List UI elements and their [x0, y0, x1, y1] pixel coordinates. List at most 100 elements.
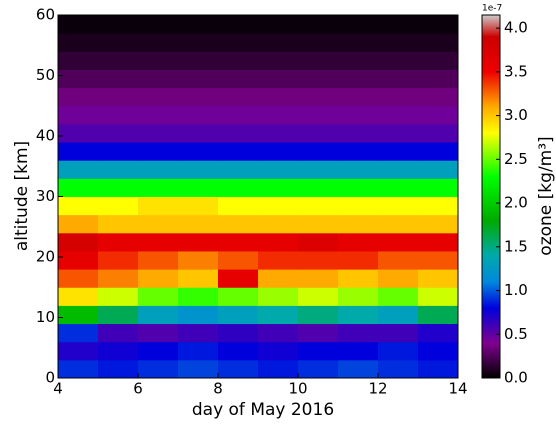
heat-cell	[138, 305, 179, 325]
heat-cell	[138, 196, 179, 216]
heat-cell	[338, 33, 379, 52]
heat-cell	[138, 105, 179, 125]
heat-cell	[138, 250, 179, 270]
heat-cell	[58, 287, 99, 306]
heat-cell	[258, 196, 299, 216]
heat-cell	[178, 323, 219, 343]
heat-cell	[378, 87, 419, 107]
heat-cell	[338, 123, 379, 143]
y-tick-label: 50	[36, 66, 55, 84]
heat-cell	[378, 196, 419, 216]
heat-cell	[58, 178, 99, 197]
heat-cell	[218, 196, 259, 216]
heat-cell	[218, 160, 259, 179]
colorbar-tick-label: 1.5	[504, 237, 528, 255]
heat-cell	[178, 178, 219, 197]
heat-cell	[218, 305, 259, 325]
heat-cell	[138, 142, 179, 161]
heat-cell	[298, 105, 339, 125]
heat-cell	[378, 323, 419, 343]
heat-cell	[98, 160, 139, 179]
heat-cell	[418, 287, 459, 306]
heat-cell	[98, 51, 139, 70]
heat-cell	[218, 33, 259, 52]
heat-cell	[178, 33, 219, 52]
y-tick-label: 10	[36, 308, 55, 326]
heat-cell	[98, 15, 139, 34]
heat-cell	[58, 142, 99, 161]
heat-cell	[58, 250, 99, 270]
heat-cell	[338, 196, 379, 216]
heat-cell	[218, 178, 259, 197]
heat-cell	[98, 142, 139, 161]
heat-cell	[298, 87, 339, 107]
heat-cell	[338, 359, 379, 379]
heat-cell	[58, 232, 99, 252]
heat-cell	[98, 269, 139, 288]
heat-cell	[258, 305, 299, 325]
heat-cell	[298, 15, 339, 34]
x-axis-label: day of May 2016	[192, 400, 334, 420]
heat-cell	[418, 87, 459, 107]
y-tick-label: 0	[45, 369, 55, 387]
heat-cell	[338, 87, 379, 107]
heat-cell	[58, 323, 99, 343]
heat-cell	[338, 305, 379, 325]
heat-cell	[378, 51, 419, 70]
heat-cell	[58, 51, 99, 70]
heat-cell	[298, 160, 339, 179]
heat-cell	[338, 323, 379, 343]
heat-cell	[338, 214, 379, 234]
heat-cell	[418, 359, 459, 379]
heat-cell	[138, 33, 179, 52]
heat-cell	[338, 269, 379, 288]
heat-cell	[418, 196, 459, 216]
heat-cell	[178, 160, 219, 179]
heat-cell	[138, 359, 179, 379]
heat-cell	[98, 87, 139, 107]
heat-cell	[218, 359, 259, 379]
heat-cell	[378, 269, 419, 288]
heat-cell	[138, 69, 179, 89]
heat-cell	[258, 178, 299, 197]
x-tick-label: 8	[213, 380, 223, 398]
heat-cell	[218, 87, 259, 107]
heat-cell	[298, 69, 339, 89]
heat-cell	[178, 105, 219, 125]
heat-cell	[258, 287, 299, 306]
x-tick-label: 4	[53, 380, 63, 398]
heat-cell	[138, 87, 179, 107]
heat-cell	[338, 51, 379, 70]
colorbar-tick-label: 0.0	[504, 369, 528, 387]
heat-cell	[418, 142, 459, 161]
heat-cell	[418, 69, 459, 89]
heat-cell	[298, 214, 339, 234]
colorbar-tick-label: 3.0	[504, 106, 528, 124]
colorbar-tick-label: 1.0	[504, 281, 528, 299]
heat-cell	[218, 105, 259, 125]
heat-cell	[138, 323, 179, 343]
heat-cell	[418, 178, 459, 197]
heat-cell	[58, 160, 99, 179]
heat-cell	[218, 123, 259, 143]
heat-cell	[178, 250, 219, 270]
heat-cell	[218, 287, 259, 306]
heat-cell	[418, 105, 459, 125]
heat-cell	[98, 214, 139, 234]
heat-cell	[98, 69, 139, 89]
heat-cell	[298, 33, 339, 52]
heat-cell	[218, 69, 259, 89]
heat-cell	[58, 359, 99, 379]
heat-cell	[178, 305, 219, 325]
colorbar-tick-label: 4.0	[504, 19, 528, 37]
heat-cell	[98, 123, 139, 143]
heat-cell	[258, 51, 299, 70]
heat-cell	[98, 341, 139, 361]
heat-cell	[218, 142, 259, 161]
heat-cell	[378, 287, 419, 306]
colorbar-label: ozone [kg/m³]	[536, 136, 556, 255]
heat-cell	[58, 123, 99, 143]
heat-cell	[258, 15, 299, 34]
heat-cell	[258, 214, 299, 234]
